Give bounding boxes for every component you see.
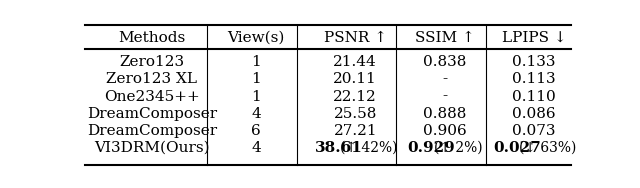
Text: 4: 4 <box>252 141 261 155</box>
Text: 0.027: 0.027 <box>493 141 541 155</box>
Text: 25.58: 25.58 <box>333 107 377 121</box>
Text: SSIM ↑: SSIM ↑ <box>415 31 474 45</box>
Text: 0.838: 0.838 <box>423 55 467 69</box>
Text: 0.906: 0.906 <box>422 124 467 138</box>
Text: 0.133: 0.133 <box>512 55 556 69</box>
Text: Zero123 XL: Zero123 XL <box>106 72 197 86</box>
Text: Zero123: Zero123 <box>119 55 184 69</box>
Text: 38.61: 38.61 <box>315 141 363 155</box>
Text: -: - <box>442 89 447 104</box>
Text: PSNR ↑: PSNR ↑ <box>324 31 387 45</box>
Text: 1: 1 <box>252 89 261 104</box>
Text: 22.12: 22.12 <box>333 89 377 104</box>
Text: 0.929: 0.929 <box>407 141 454 155</box>
Text: 0.073: 0.073 <box>512 124 556 138</box>
Text: -: - <box>442 72 447 86</box>
Text: 0.888: 0.888 <box>423 107 467 121</box>
Text: Methods: Methods <box>118 31 186 45</box>
Text: 4: 4 <box>252 107 261 121</box>
Text: 0.086: 0.086 <box>512 107 556 121</box>
Text: 0.113: 0.113 <box>512 72 556 86</box>
Text: VI3DRM(Ours): VI3DRM(Ours) <box>94 141 210 155</box>
Text: DreamComposer: DreamComposer <box>87 107 217 121</box>
Text: 6: 6 <box>252 124 261 138</box>
Text: One2345++: One2345++ <box>104 89 200 104</box>
Text: 1: 1 <box>252 55 261 69</box>
Text: 0.110: 0.110 <box>512 89 556 104</box>
Text: DreamComposer: DreamComposer <box>87 124 217 138</box>
Text: 21.44: 21.44 <box>333 55 377 69</box>
Text: LPIPS ↓: LPIPS ↓ <box>502 31 566 45</box>
Text: 20.11: 20.11 <box>333 72 377 86</box>
Text: 1: 1 <box>252 72 261 86</box>
Text: 27.21: 27.21 <box>333 124 377 138</box>
Text: (↑ 42%): (↑ 42%) <box>340 141 397 155</box>
Text: (↓ 63%): (↓ 63%) <box>519 141 576 155</box>
Text: (↑ 2%): (↑ 2%) <box>434 141 483 155</box>
Text: View(s): View(s) <box>227 31 285 45</box>
